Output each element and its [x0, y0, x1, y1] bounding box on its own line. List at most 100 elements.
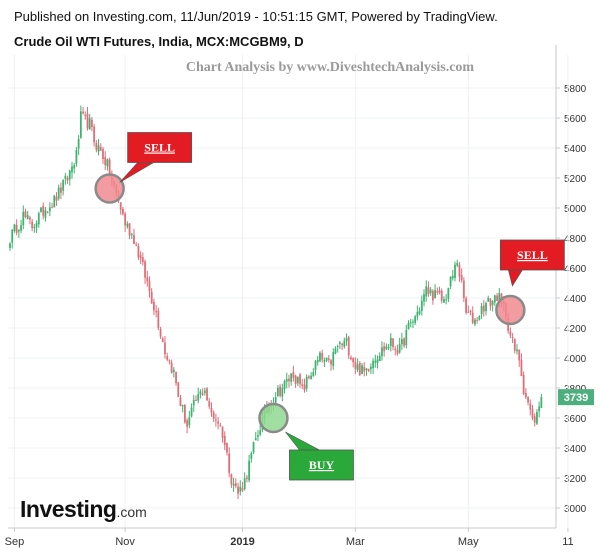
- candle-body: [68, 170, 71, 180]
- candle-body: [398, 343, 401, 353]
- candle-body: [540, 397, 543, 408]
- candle-body: [161, 338, 164, 343]
- candle-body: [75, 149, 78, 164]
- candle-body: [48, 207, 51, 212]
- candle-body: [257, 435, 259, 437]
- candle-body: [197, 394, 200, 401]
- logo-main-text: Investing: [20, 496, 117, 522]
- candle-body: [210, 407, 213, 413]
- candle-body: [378, 355, 381, 362]
- candle-body: [17, 229, 20, 232]
- candle-body: [480, 306, 483, 315]
- candle-body: [319, 352, 321, 362]
- candle-body: [434, 290, 436, 299]
- candle-body: [150, 291, 153, 304]
- y-tick-label: 4800: [564, 234, 587, 245]
- candle-body: [37, 213, 40, 225]
- candle-body: [66, 177, 69, 181]
- candle-body: [155, 310, 158, 313]
- candle-body: [299, 374, 301, 385]
- candle-body: [374, 360, 377, 363]
- candle-body: [55, 196, 58, 201]
- candle-body: [186, 420, 189, 427]
- candle-body: [522, 374, 525, 395]
- candle-body: [276, 387, 279, 397]
- candle-body: [531, 408, 534, 418]
- candle-body: [307, 376, 310, 378]
- candle-body: [153, 301, 155, 311]
- candle-body: [385, 346, 388, 350]
- candle-body: [139, 255, 142, 259]
- candle-body: [516, 349, 518, 352]
- candle-body: [511, 337, 514, 339]
- candle-body: [46, 212, 49, 214]
- candle-body: [239, 486, 242, 492]
- logo-suffix-text: .com: [116, 504, 147, 520]
- candle-body: [15, 225, 18, 234]
- x-tick-label: Sep: [5, 536, 25, 548]
- buy-marker-circle: [258, 402, 289, 434]
- candle-body: [465, 298, 467, 313]
- candle-body: [95, 143, 98, 150]
- candle-body: [250, 453, 253, 459]
- candle-body: [316, 359, 319, 363]
- x-tick-label: 2019: [230, 536, 254, 548]
- candle-body: [126, 223, 129, 227]
- candle-body: [254, 438, 257, 441]
- y-tick-label: 4600: [564, 264, 587, 275]
- candle-body: [283, 381, 286, 389]
- candle-body: [274, 397, 277, 405]
- candle-body: [84, 115, 87, 117]
- candle-body: [303, 384, 306, 391]
- candle-body: [219, 424, 222, 426]
- candle-body: [86, 113, 89, 129]
- sell-callout-pointer: [507, 269, 523, 287]
- candle-body: [285, 378, 288, 382]
- candle-body: [221, 426, 224, 438]
- candle-body: [122, 208, 124, 215]
- candle-body: [361, 365, 363, 374]
- candle-body: [336, 345, 339, 347]
- candle-body: [168, 360, 171, 362]
- buy-callout-box: [289, 449, 354, 481]
- candle-body: [314, 361, 317, 371]
- candle-body: [496, 295, 498, 302]
- candle-body: [533, 416, 536, 423]
- candle-body: [449, 276, 452, 287]
- y-tick-label: 5000: [564, 204, 587, 215]
- candle-body: [245, 477, 248, 479]
- candle-body: [88, 118, 91, 130]
- candle-body: [259, 430, 262, 435]
- candle-body: [478, 316, 481, 320]
- sell-callout-box: [127, 132, 193, 163]
- x-tick-label: Nov: [115, 536, 135, 548]
- candle-body: [208, 401, 211, 407]
- candle-body: [536, 412, 538, 424]
- candle-body: [451, 275, 454, 279]
- candle-body: [416, 312, 419, 317]
- candle-body: [400, 339, 403, 345]
- candle-body: [57, 187, 60, 199]
- candle-body: [130, 233, 133, 235]
- candle-body: [232, 483, 235, 486]
- candle-body: [248, 460, 251, 481]
- published-info: Published on Investing.com, 11/Jun/2019 …: [14, 9, 498, 24]
- candle-body: [454, 264, 456, 278]
- candle-body: [425, 286, 428, 297]
- sell-callout-box: [499, 239, 565, 271]
- candle-body: [538, 406, 541, 412]
- candle-body: [137, 245, 140, 258]
- candle-body: [305, 376, 308, 389]
- candle-body: [443, 299, 445, 303]
- candle-body: [440, 290, 443, 301]
- candle-body: [82, 111, 84, 114]
- candle-body: [223, 435, 226, 445]
- candle-body: [347, 336, 350, 356]
- candle-body: [24, 211, 27, 217]
- candle-body: [429, 289, 432, 294]
- candle-body: [192, 399, 195, 406]
- x-tick-label: May: [458, 536, 479, 548]
- candle-body: [215, 419, 217, 421]
- candle-body: [438, 290, 441, 293]
- candle-body: [396, 350, 399, 354]
